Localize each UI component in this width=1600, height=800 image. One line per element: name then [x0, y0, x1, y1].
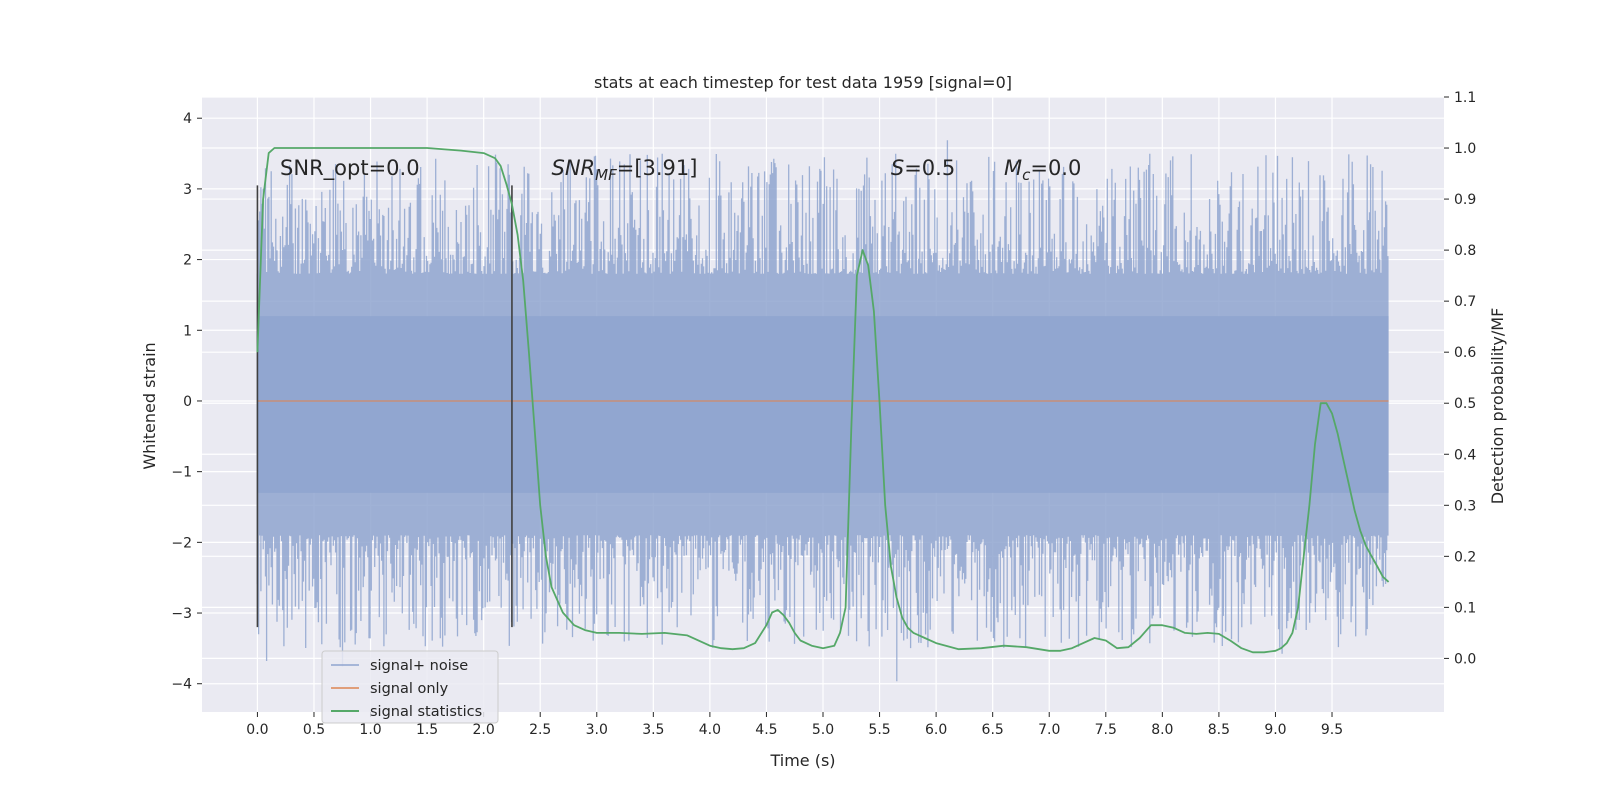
y2-tick-label: 0.2: [1454, 549, 1476, 565]
x-tick-label: 7.5: [1095, 722, 1117, 738]
x-tick-label: 0.5: [303, 722, 325, 738]
legend-item-label: signal statistics: [370, 704, 482, 720]
annotation-subscript: c: [1022, 166, 1031, 184]
annotation-value: =0.0: [1030, 156, 1081, 180]
x-tick-label: 8.0: [1151, 722, 1173, 738]
x-tick-label: 7.0: [1038, 722, 1060, 738]
y2-tick-label: 0.4: [1454, 447, 1476, 463]
annotation-snr-mf: SNRMF=[3.91]: [552, 156, 698, 184]
x-tick-label: 5.5: [868, 722, 890, 738]
y-tick-label: 2: [183, 253, 192, 269]
annotation-value: =0.5: [904, 156, 955, 180]
x-tick-label: 9.0: [1264, 722, 1286, 738]
y-axis-label: Whitened strain: [140, 342, 159, 469]
annotation-text: S: [891, 156, 904, 180]
y2-tick-label: 1.1: [1454, 90, 1476, 106]
x-tick-label: 3.5: [642, 722, 664, 738]
x-tick-label: 4.0: [699, 722, 721, 738]
legend-item-label: signal+ noise: [370, 658, 468, 674]
annotation-s-value: S=0.5: [891, 156, 955, 180]
x-tick-label: 2.5: [529, 722, 551, 738]
y2-tick-label: 0.3: [1454, 498, 1476, 514]
legend: signal+ noise signal only signal statistic…: [321, 650, 499, 724]
x-tick-label: 6.5: [982, 722, 1004, 738]
y-tick-label: 1: [183, 323, 192, 339]
annotation-subscript: MF: [595, 166, 617, 184]
x-tick-label: 4.5: [755, 722, 777, 738]
x-tick-label: 0.0: [246, 722, 268, 738]
y2-tick-label: 0.8: [1454, 243, 1476, 259]
y2-tick-label: 1.0: [1454, 141, 1476, 157]
chart-title: stats at each timestep for test data 195…: [594, 73, 1012, 92]
signal-statistics-line: [256, 147, 1390, 654]
y-tick-label: 4: [183, 111, 192, 127]
x-tick-label: 5.0: [812, 722, 834, 738]
series-signal-statistics: [256, 147, 1390, 654]
x-tick-label: 8.5: [1208, 722, 1230, 738]
y2-tick-label: 0.5: [1454, 396, 1476, 412]
x-tick-label: 6.0: [925, 722, 947, 738]
x-tick-label: 9.5: [1321, 722, 1343, 738]
x-tick-label: 3.0: [586, 722, 608, 738]
y-tick-label: −1: [171, 465, 192, 481]
y-tick-label: 3: [183, 182, 192, 198]
vertical-markers: [256, 185, 513, 628]
y-tick-label: −2: [171, 535, 192, 551]
y-tick-label: 0: [183, 394, 192, 410]
x-axis-ticks: 0.0 0.5 1.0 1.5 2.0 2.5 3.0 3.5 4.0 4.5 5.0 5.5 6.0 6…: [246, 712, 1343, 738]
y2-tick-label: 0.9: [1454, 192, 1476, 208]
annotation-text: SNR_opt=0.0: [280, 156, 420, 181]
x-axis-label: Time (s): [769, 751, 835, 770]
legend-box: [321, 650, 499, 724]
annotations: SNR_opt=0.0 SNRMF=[3.91] S=0.5 Mc=0.0: [280, 156, 1081, 184]
y2-tick-label: 0.1: [1454, 600, 1476, 616]
y2-axis-ticks: 0.0 0.1 0.2 0.3 0.4 0.5 0.6 0.7 0.8 0.9 1.0 1.1: [1444, 90, 1476, 667]
legend-item-label: signal only: [370, 681, 449, 697]
series-signal-noise: [256, 140, 1389, 682]
annotation-mc-value: Mc=0.0: [1004, 156, 1081, 184]
y-tick-label: −4: [171, 677, 192, 693]
y2-tick-label: 0.7: [1454, 294, 1476, 310]
annotation-text: SNR: [552, 156, 596, 180]
annotation-text: M: [1004, 156, 1022, 180]
y2-axis-label: Detection probability/MF: [1488, 308, 1507, 505]
annotation-value: =[3.91]: [617, 156, 698, 180]
x-tick-label: 2.0: [473, 722, 495, 738]
y2-tick-label: 0.6: [1454, 345, 1476, 361]
annotation-snr-opt: SNR_opt=0.0: [280, 156, 420, 181]
y-tick-label: −3: [171, 606, 192, 622]
x-tick-label: 1.5: [416, 722, 438, 738]
y-axis-ticks: −4 −3 −2 −1 0 1 2 3 4: [171, 111, 202, 693]
x-tick-label: 1.0: [359, 722, 381, 738]
y2-tick-label: 0.0: [1454, 651, 1476, 667]
